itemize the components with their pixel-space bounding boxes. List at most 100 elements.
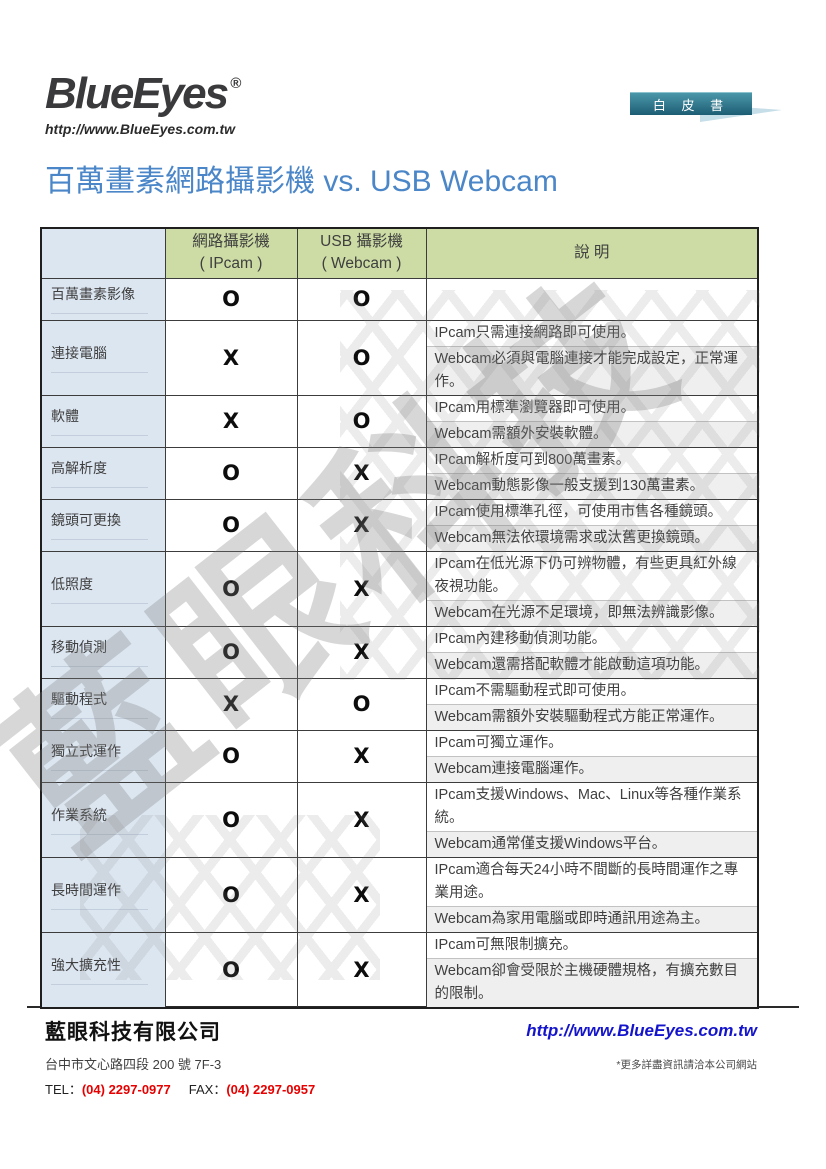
description-cell: IPcam內建移動偵測功能。 Webcam還需搭配軟體才能啟動這項功能。 [425,625,759,679]
fax-label: FAX： [188,1082,227,1097]
description-text: IPcam使用標準孔徑，可使用市售各種鏡頭。 [434,503,723,520]
ipcam-mark: O [164,277,298,321]
row-label: 作業系統 [40,781,166,858]
description-cell: IPcam不需驅動程式即可使用。 Webcam需額外安裝驅動程式方能正常運作。 [425,677,759,731]
description-text: IPcam支援Windows、Mac、Linux等各種作業系統。 [434,786,742,826]
table-row: 高解析度 O X IPcam解析度可到800萬畫素。 Webcam動態影像一般支援到13… [40,446,759,500]
row-label-text: 強大擴充性 [51,955,148,985]
description-text: Webcam動態影像一般支援到130萬畫素。 [426,472,757,499]
company-phone-line: TEL：(04) 2297-0977 FAX：(04) 2297-0957 [45,1079,315,1098]
table-row: 長時間運作 O X IPcam適合每天24小時不間斷的長時間運作之專業用途。 Webca… [40,856,759,933]
footer-note: *更多詳盡資訊請洽本公司網站 [616,1059,757,1071]
row-label: 百萬畫素影像 [40,277,166,321]
webcam-mark: X [296,729,427,783]
footer-company-block: 藍眼科技有限公司 台中市文心路四段 200 號 7F-3 TEL：(04) 22… [45,1016,315,1098]
ipcam-mark: O [164,856,298,933]
description-cell: IPcam可獨立運作。 Webcam連接電腦運作。 [425,729,759,783]
webcam-mark: O [296,319,427,396]
comparison-table-body: 百萬畫素影像 O O 連接電腦 X O IPcam只需連接網路即可使用。 Webcam必須與電… [40,277,759,1008]
row-label: 連接電腦 [40,319,166,396]
table-row: 強大擴充性 O X IPcam可無限制擴充。 Webcam卻會受限於主機硬體規格，有擴充… [40,931,759,1008]
ipcam-mark: O [164,550,298,627]
description-text: IPcam解析度可到800萬畫素。 [434,451,631,468]
company-name: 藍眼科技有限公司 [45,1021,221,1044]
table-row: 鏡頭可更換 O X IPcam使用標準孔徑，可使用市售各種鏡頭。 Webcam無法依環境… [40,498,759,552]
description-text: IPcam不需驅動程式即可使用。 [434,682,636,699]
row-label: 獨立式運作 [40,729,166,783]
row-label: 驅動程式 [40,677,166,731]
description-text: Webcam通常僅支援Windows平台。 [426,830,757,857]
webcam-mark: O [296,277,427,321]
description-cell: IPcam用標準瀏覽器即可使用。 Webcam需額外安裝軟體。 [425,394,759,448]
description-cell [425,277,759,321]
ipcam-mark: O [164,781,298,858]
row-label-text: 作業系統 [51,805,148,835]
description-text: IPcam可獨立運作。 [434,734,563,751]
header-row: 網路攝影機 ( IPcam ) USB 攝影機 ( Webcam ) 說 明 [40,227,759,279]
comparison-table: 網路攝影機 ( IPcam ) USB 攝影機 ( Webcam ) 說 明 百… [40,227,759,1009]
row-label-text: 百萬畫素影像 [51,284,148,314]
row-label-text: 低照度 [51,574,148,604]
website-link[interactable]: http://www.BlueEyes.com.tw [526,1021,757,1040]
description-text: Webcam需額外安裝驅動程式方能正常運作。 [426,703,757,730]
row-label: 軟體 [40,394,166,448]
column-header-description: 說 明 [425,227,759,279]
description-cell: IPcam解析度可到800萬畫素。 Webcam動態影像一般支援到130萬畫素。 [425,446,759,500]
webcam-header-line1: USB 攝影機 [320,233,403,251]
table-row: 作業系統 O X IPcam支援Windows、Mac、Linux等各種作業系統。 We… [40,781,759,858]
description-text: IPcam用標準瀏覽器即可使用。 [434,399,636,416]
ipcam-mark: O [164,931,298,1008]
row-label: 長時間運作 [40,856,166,933]
whitepaper-badge: 白 皮 書 [630,92,752,115]
description-cell: IPcam支援Windows、Mac、Linux等各種作業系統。 Webcam通常… [425,781,759,858]
column-header-feature [40,227,166,279]
table-wrap: 網路攝影機 ( IPcam ) USB 攝影機 ( Webcam ) 說 明 百… [40,227,759,1009]
row-label: 高解析度 [40,446,166,500]
row-label: 低照度 [40,550,166,627]
ipcam-header-line1: 網路攝影機 [192,233,270,251]
footer: 藍眼科技有限公司 台中市文心路四段 200 號 7F-3 TEL：(04) 22… [45,1016,757,1098]
registered-mark-icon: ® [230,75,242,92]
webcam-header-line2: ( Webcam ) [321,255,402,273]
description-text: Webcam卻會受限於主機硬體規格，有擴充數目的限制。 [426,957,757,1007]
row-label-text: 獨立式運作 [51,741,148,771]
logo: BlueEyes ® http://www.BlueEyes.com.tw [45,72,242,138]
tel-label: TEL： [45,1082,82,1097]
description-text: Webcam在光源不足環境，即無法辨識影像。 [426,599,757,626]
row-label: 強大擴充性 [40,931,166,1008]
description-cell: IPcam在低光源下仍可辨物體，有些更具紅外線夜視功能。 Webcam在光源不足環… [425,550,759,627]
ipcam-mark: X [164,677,298,731]
webcam-mark: X [296,931,427,1008]
tel-number: (04) 2297-0977 [81,1082,171,1097]
description-cell: IPcam只需連接網路即可使用。 Webcam必須與電腦連接才能完成設定，正常運作… [425,319,759,396]
ipcam-mark: O [164,729,298,783]
table-row: 連接電腦 X O IPcam只需連接網路即可使用。 Webcam必須與電腦連接才能完成設… [40,319,759,396]
ipcam-header-line2: ( IPcam ) [199,255,263,273]
description-text: Webcam為家用電腦或即時通訊用途為主。 [426,905,757,932]
row-label-text: 移動偵測 [51,637,148,667]
row-label-text: 軟體 [51,406,148,436]
ipcam-mark: O [164,446,298,500]
description-text: IPcam只需連接網路即可使用。 [434,324,636,341]
ipcam-mark: O [164,498,298,552]
webcam-mark: O [296,677,427,731]
description-text: Webcam必須與電腦連接才能完成設定，正常運作。 [426,345,757,395]
webcam-mark: X [296,856,427,933]
fax-number: (04) 2297-0957 [226,1082,316,1097]
table-row: 百萬畫素影像 O O [40,277,759,321]
webcam-mark: X [296,550,427,627]
column-header-ipcam: 網路攝影機 ( IPcam ) [164,227,298,279]
description-text: Webcam需額外安裝軟體。 [426,420,757,447]
webcam-mark: X [296,498,427,552]
table-row: 軟體 X O IPcam用標準瀏覽器即可使用。 Webcam需額外安裝軟體。 [40,394,759,448]
description-text: Webcam連接電腦運作。 [426,755,757,782]
description-text: Webcam無法依環境需求或汰舊更換鏡頭。 [426,524,757,551]
row-label-text: 高解析度 [51,458,148,488]
webcam-mark: X [296,625,427,679]
table-row: 低照度 O X IPcam在低光源下仍可辨物體，有些更具紅外線夜視功能。 Webcam在… [40,550,759,627]
footer-link-block: http://www.BlueEyes.com.tw *更多詳盡資訊請洽本公司網… [526,1016,757,1098]
description-cell: IPcam使用標準孔徑，可使用市售各種鏡頭。 Webcam無法依環境需求或汰舊更換… [425,498,759,552]
webcam-mark: O [296,394,427,448]
row-label-text: 長時間運作 [51,880,148,910]
